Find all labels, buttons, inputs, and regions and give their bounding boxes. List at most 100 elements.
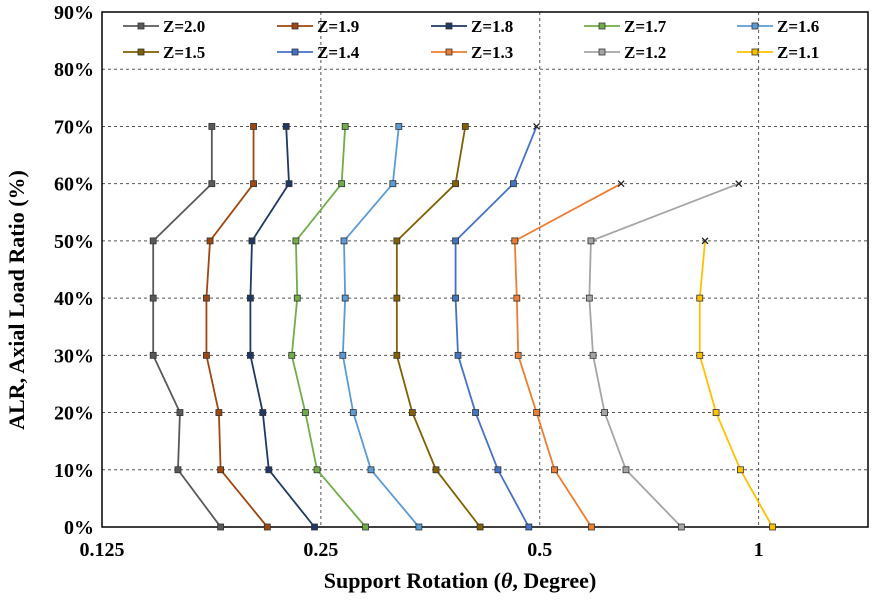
series-z-1-8 [247, 123, 318, 531]
data-point [341, 294, 349, 302]
data-point [476, 523, 484, 531]
legend-swatch-marker [291, 22, 299, 30]
series-line [249, 126, 316, 528]
legend-swatch-marker [598, 48, 606, 56]
data-point [472, 409, 479, 416]
data-point [533, 409, 540, 416]
legend: Z=2.0 Z=1.9 Z=1.8 Z=1.7 Z=1.6 Z=1.5 Z=1.4 Z=1.3… [123, 17, 819, 62]
x-tick-label: 1 [754, 539, 764, 561]
data-point [511, 237, 519, 245]
plot-area-frame [101, 11, 869, 528]
series-z-1-2 [585, 180, 743, 531]
series-z-1-6 [339, 123, 423, 531]
data-point [313, 466, 321, 474]
data-point [510, 180, 517, 188]
data-point [259, 409, 267, 416]
x-tick-label: 0.5 [527, 539, 552, 561]
data-point [622, 466, 630, 474]
data-point [514, 351, 522, 359]
data-point [311, 523, 318, 531]
data-point [393, 294, 401, 302]
series-line [290, 126, 367, 528]
data-point [513, 294, 521, 302]
x-axis-label: Support Rotation (θ, Degree) [324, 568, 597, 593]
legend-item: Z=1.5 [123, 43, 205, 62]
x-axis-label-symbol: θ [501, 568, 513, 593]
series-z-1-7 [288, 123, 369, 531]
legend-swatch-marker [445, 48, 453, 56]
data-point [208, 180, 216, 188]
data-point [341, 123, 349, 130]
data-point-x [617, 180, 625, 188]
data-point [292, 237, 300, 245]
data-point [769, 523, 776, 531]
data-point [525, 523, 533, 531]
legend-label: Z=1.3 [471, 43, 513, 62]
legend-item: Z=2.0 [123, 17, 205, 36]
legend-label: Z=1.8 [471, 17, 513, 36]
data-point [206, 237, 214, 245]
data-point [263, 523, 271, 531]
data-point [339, 351, 347, 359]
y-tick-label: 30% [54, 345, 94, 367]
legend-label: Z=1.5 [163, 43, 205, 62]
series-line [205, 126, 269, 528]
series-z-1-9 [203, 123, 271, 531]
data-point [393, 351, 401, 359]
legend-swatch-marker [751, 22, 759, 30]
data-point-x [735, 180, 743, 188]
tick-labels: 0% 10% 20% 30% 40% 50% 60% 70% 80% 90% 0.125 0.25 0.… [54, 2, 764, 561]
series-line [395, 126, 481, 528]
legend-item: Z=1.2 [584, 43, 666, 62]
data-point [389, 180, 397, 188]
y-tick-label: 10% [54, 460, 94, 482]
data-point [338, 180, 346, 188]
legend-label: Z=1.6 [777, 17, 819, 36]
data-point [589, 351, 597, 359]
data-point [250, 123, 257, 130]
data-point [494, 466, 502, 474]
x-axis-label-suffix: , Degree) [512, 568, 596, 593]
data-point [250, 180, 257, 188]
data-point [432, 466, 440, 474]
data-point [395, 123, 403, 130]
data-point [293, 294, 301, 302]
y-tick-label: 20% [54, 403, 94, 425]
legend-item: Z=1.9 [277, 17, 359, 36]
legend-label: Z=1.9 [317, 17, 359, 36]
data-point [454, 351, 462, 359]
data-point [340, 237, 348, 245]
legend-swatch-marker [751, 48, 759, 56]
data-point [247, 294, 254, 302]
data-point [217, 466, 225, 474]
data-point [149, 294, 157, 302]
legend-swatch-marker [137, 22, 145, 30]
y-tick-label: 90% [54, 2, 94, 24]
data-point [176, 409, 184, 416]
data-point [588, 523, 595, 531]
data-point [203, 294, 210, 302]
data-point [677, 523, 685, 531]
legend-item: Z=1.7 [584, 17, 667, 36]
y-tick-label: 70% [54, 116, 94, 138]
y-tick-label: 60% [54, 174, 94, 196]
series-line [152, 126, 222, 528]
legend-swatch-marker [137, 48, 145, 56]
y-tick-label: 50% [54, 231, 94, 253]
series-line [698, 240, 774, 528]
data-point-x [533, 122, 541, 130]
data-point [712, 409, 720, 416]
data-point [288, 351, 296, 359]
data-point [174, 466, 182, 474]
data-point [215, 409, 223, 416]
y-axis-label: ALR, Axial Load Ratio (%) [4, 170, 29, 430]
series-layer [149, 122, 776, 531]
legend-item: Z=1.6 [737, 17, 819, 36]
data-point [408, 409, 416, 416]
data-point [696, 294, 704, 302]
y-tick-label: 40% [54, 288, 94, 310]
legend-label: Z=1.4 [317, 43, 360, 62]
data-point [737, 466, 744, 474]
series-z-2-0 [149, 123, 225, 531]
data-point [587, 237, 595, 245]
